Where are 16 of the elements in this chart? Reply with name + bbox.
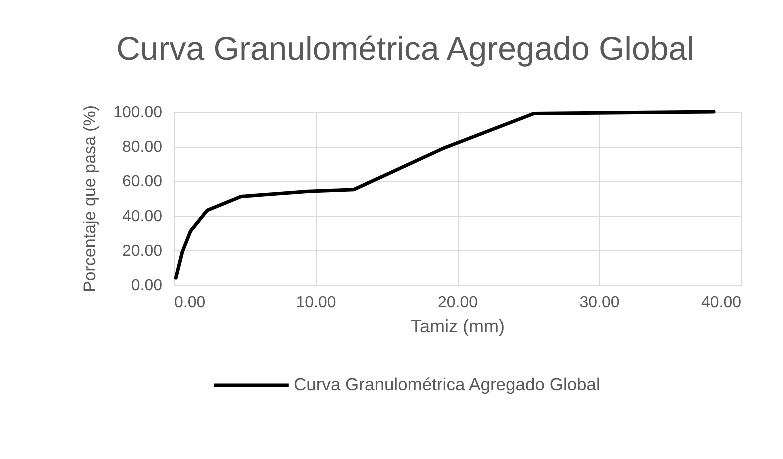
- y-tick-label: 40.00: [122, 208, 163, 226]
- y-tick-label: 0.00: [131, 278, 163, 294]
- chart-title: Curva Granulométrica Agregado Global: [116, 30, 694, 67]
- y-tick-label: 20.00: [122, 242, 163, 260]
- x-tick-label: 30.00: [580, 294, 620, 312]
- x-tick-label: 10.00: [296, 294, 336, 312]
- x-tick-label: 0.00: [174, 294, 206, 312]
- y-tick-label: 60.00: [122, 174, 163, 191]
- x-tick-label: 40.00: [701, 294, 742, 312]
- y-tick-label: 100.00: [114, 104, 163, 122]
- y-tick-label: 80.00: [122, 139, 163, 156]
- legend-label: Curva Granulométrica Agregado Global: [294, 374, 600, 394]
- x-axis-title: Tamiz (mm): [411, 316, 505, 336]
- y-axis-title: Porcentaje que pasa (%): [80, 105, 100, 293]
- x-tick-label: 20.00: [438, 294, 478, 312]
- line-series: [174, 110, 716, 280]
